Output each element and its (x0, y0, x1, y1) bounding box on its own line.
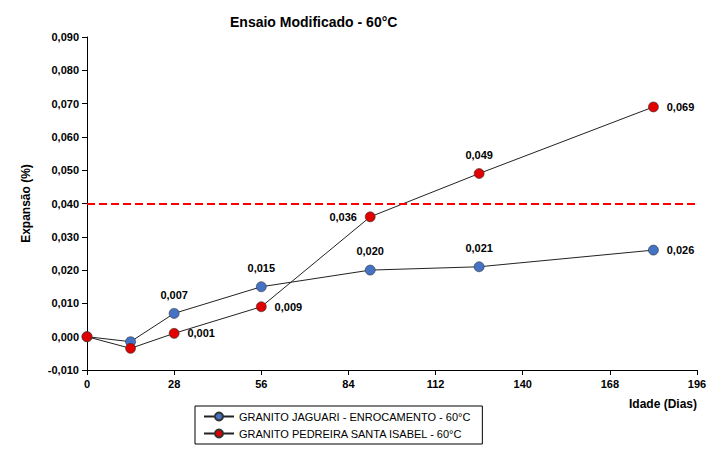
svg-text:196: 196 (688, 378, 706, 390)
svg-text:0,040: 0,040 (51, 198, 79, 210)
svg-text:Expansão (%): Expansão (%) (19, 164, 33, 243)
svg-text:0,060: 0,060 (51, 131, 79, 143)
svg-text:0,007: 0,007 (160, 289, 188, 301)
svg-text:84: 84 (342, 378, 355, 390)
svg-text:0,010: 0,010 (51, 297, 79, 309)
svg-text:0,030: 0,030 (51, 231, 79, 243)
svg-text:GRANITO PEDREIRA SANTA ISABEL: GRANITO PEDREIRA SANTA ISABEL - 60°C (239, 428, 461, 440)
svg-text:0,090: 0,090 (51, 31, 79, 43)
svg-text:0,000: 0,000 (51, 331, 79, 343)
svg-text:-0,010: -0,010 (48, 364, 79, 376)
svg-text:140: 140 (514, 378, 532, 390)
svg-text:0,001: 0,001 (187, 327, 215, 339)
svg-text:56: 56 (255, 378, 267, 390)
svg-text:0,020: 0,020 (51, 264, 79, 276)
svg-text:168: 168 (601, 378, 619, 390)
svg-text:0,026: 0,026 (667, 244, 695, 256)
svg-text:0,080: 0,080 (51, 64, 79, 76)
svg-text:0,049: 0,049 (465, 149, 493, 161)
svg-text:0,036: 0,036 (329, 211, 357, 223)
svg-text:0,009: 0,009 (275, 301, 303, 313)
svg-text:0,015: 0,015 (248, 262, 276, 274)
svg-text:0,021: 0,021 (465, 242, 493, 254)
svg-text:GRANITO JAGUARI - ENROCAMENTO: GRANITO JAGUARI - ENROCAMENTO - 60°C (239, 411, 470, 423)
svg-text:28: 28 (168, 378, 180, 390)
svg-text:Ensaio Modificado - 60°C: Ensaio Modificado - 60°C (230, 14, 397, 30)
svg-text:0,050: 0,050 (51, 164, 79, 176)
svg-text:112: 112 (427, 378, 445, 390)
svg-text:0,070: 0,070 (51, 98, 79, 110)
svg-text:Idade (Dias): Idade (Dias) (629, 397, 697, 411)
svg-text:0: 0 (84, 378, 90, 390)
svg-text:0,069: 0,069 (667, 101, 695, 113)
svg-text:0,020: 0,020 (356, 245, 384, 257)
